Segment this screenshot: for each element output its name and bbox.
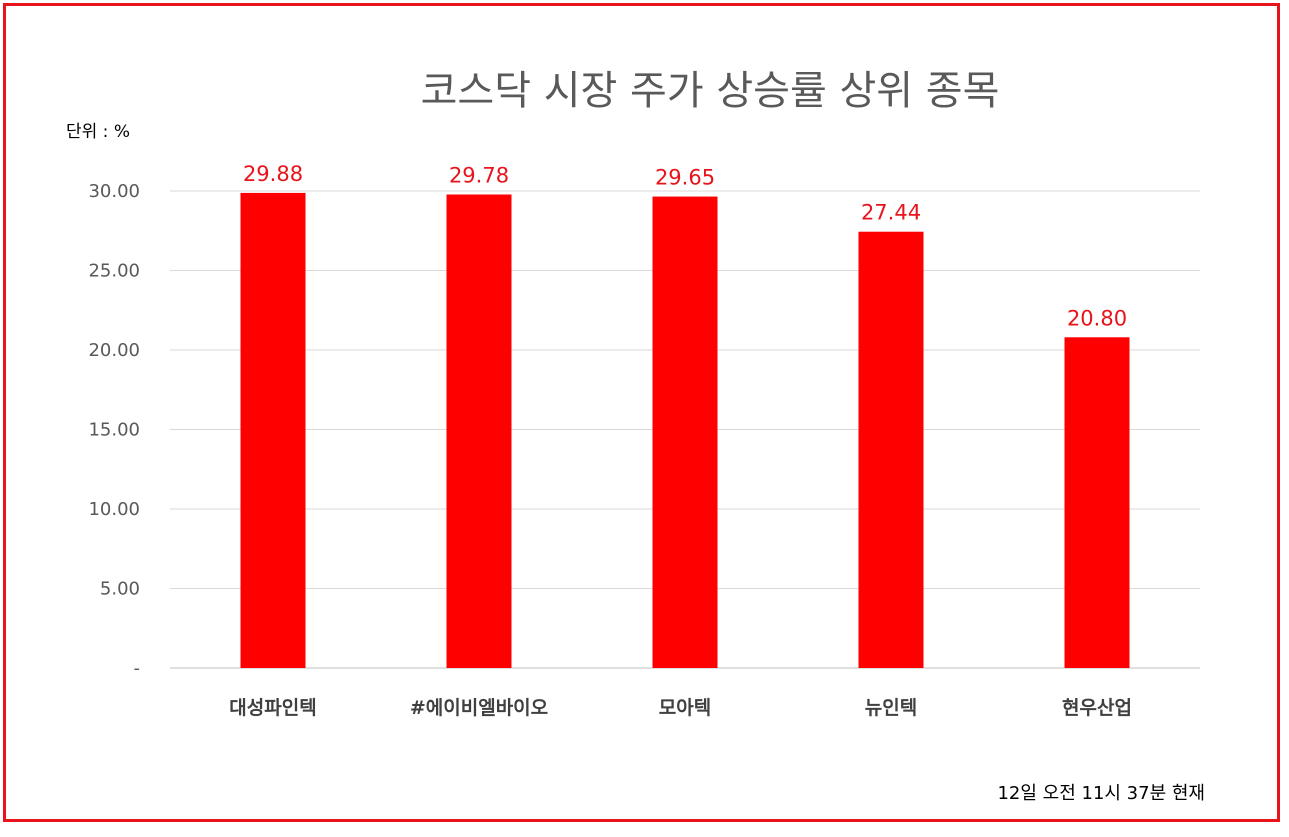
data-label: 29.78: [449, 163, 509, 187]
unit-label: 단위 : %: [66, 122, 130, 142]
category-label: 뉴인텍: [865, 697, 917, 719]
bar: [858, 231, 924, 669]
footnote-timestamp: 12일 오전 11시 37분 현재: [997, 783, 1205, 804]
category-label: 모아텍: [659, 697, 711, 719]
y-tick-label: 25.00: [88, 261, 140, 282]
y-tick-label: 10.00: [88, 499, 140, 520]
bar: [446, 194, 512, 669]
data-label: 27.44: [861, 201, 921, 225]
chart-frame: [3, 3, 1280, 822]
category-label: 대성파인텍: [229, 697, 316, 719]
category-label: #에이비엘바이오: [410, 697, 548, 719]
bar: [240, 192, 306, 668]
y-tick-label: 30.00: [88, 181, 140, 202]
data-label: 29.65: [655, 166, 715, 190]
data-label: 29.88: [243, 162, 303, 186]
y-tick-label: -: [134, 658, 141, 679]
y-tick-label: 20.00: [88, 340, 140, 361]
chart-title: 코스닥 시장 주가 상승률 상위 종목: [420, 68, 1000, 114]
bar: [1064, 337, 1130, 668]
y-tick-label: 15.00: [88, 420, 140, 441]
bar: [652, 196, 718, 668]
data-label: 20.80: [1067, 306, 1127, 330]
y-tick-label: 5.00: [100, 579, 140, 600]
category-label: 현우산업: [1062, 697, 1132, 719]
